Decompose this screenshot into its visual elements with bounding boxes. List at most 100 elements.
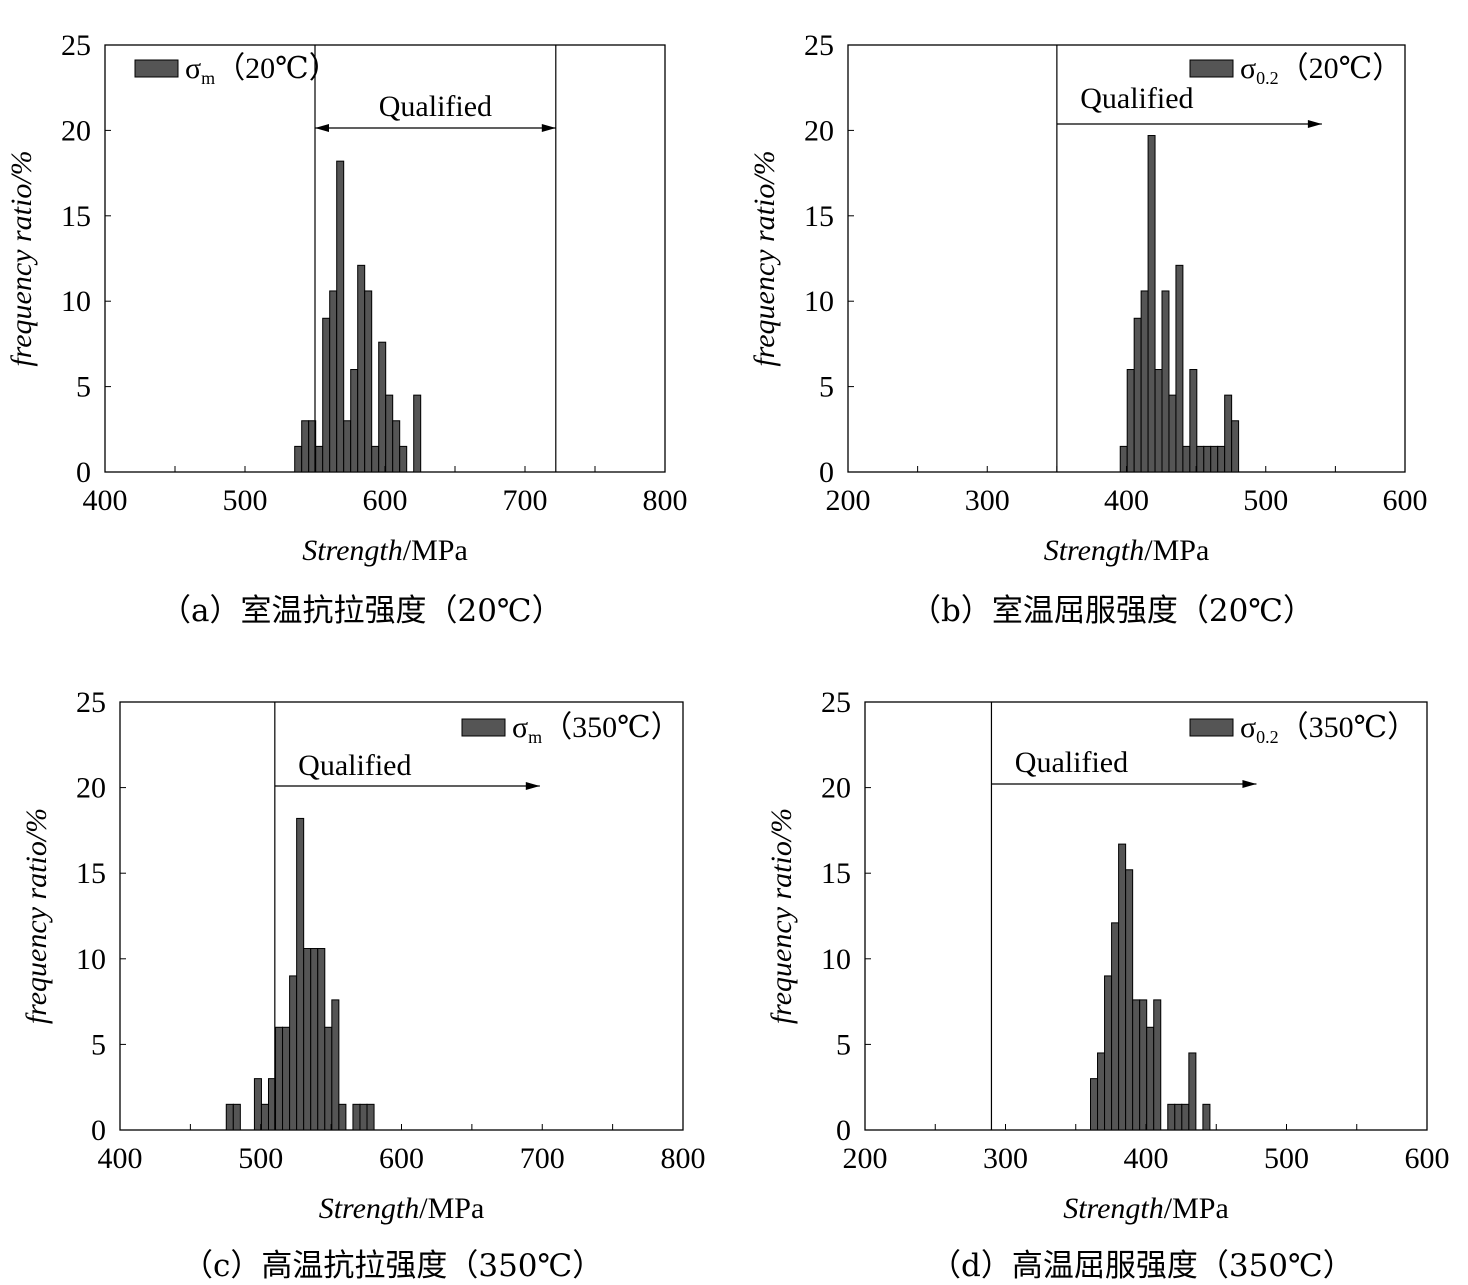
legend-condition: （20℃） (1279, 52, 1403, 85)
x-axis-label: Strength/MPa (1063, 1192, 1229, 1225)
histogram-bar (1154, 369, 1163, 473)
histogram-bar (1175, 264, 1184, 473)
arrow-head-right (1307, 120, 1322, 128)
qualified-label: Qualified (379, 90, 492, 123)
x-axis-label-name: Strength (1044, 534, 1145, 567)
histogram-bar (1147, 135, 1156, 473)
y-tick-label: 15 (76, 857, 106, 890)
y-tick-label: 5 (836, 1028, 851, 1061)
x-tick-label: 500 (1264, 1142, 1309, 1175)
histogram-bar (275, 1026, 284, 1131)
y-axis-label: frequency ratio/% (5, 150, 38, 366)
y-tick-label: 10 (61, 285, 91, 318)
histogram-bar (1097, 1052, 1106, 1131)
caption-d: （d）高温屈服强度（350℃） (930, 1248, 1354, 1284)
legend-symbol: σ (1240, 52, 1256, 85)
histogram-bar (315, 445, 324, 473)
legend-subscript: m (528, 727, 542, 747)
x-tick-label: 500 (238, 1142, 283, 1175)
histogram-bar (317, 948, 326, 1131)
y-tick-label: 5 (819, 371, 834, 404)
y-tick-label: 0 (91, 1114, 106, 1147)
histogram-bar (343, 420, 352, 473)
histogram-bar (294, 445, 303, 473)
chart-d: 200 300 400 500 600 0 5 10 15 20 25 frequency ratio… (765, 686, 1450, 1225)
y-tick-label: 10 (804, 285, 834, 318)
histogram-bar (289, 975, 298, 1131)
histogram-bar (253, 1078, 262, 1131)
y-tick-label: 25 (61, 29, 91, 62)
legend-symbol: σ (512, 711, 528, 744)
caption-c: （c）高温抗拉强度（350℃） (182, 1248, 604, 1284)
legend-condition: （350℃） (542, 711, 681, 744)
y-axis-label: frequency ratio/% (20, 808, 53, 1024)
histogram-bar (399, 445, 408, 473)
histogram-bar (1126, 369, 1135, 473)
histogram-bar (1210, 445, 1219, 473)
x-axis-label-unit: /MPa (419, 1192, 484, 1225)
x-axis-label-unit: /MPa (403, 534, 468, 567)
y-tick-label: 25 (821, 686, 851, 719)
legend-label: σm（20℃） (185, 52, 339, 88)
histogram-bar (1133, 317, 1142, 473)
y-tick-label: 20 (61, 114, 91, 147)
legend-swatch (1189, 59, 1234, 78)
legend-condition: （20℃） (215, 52, 339, 85)
histogram-bar (1104, 975, 1113, 1131)
x-tick-label: 800 (661, 1142, 706, 1175)
caption-b: （b）室温屈服强度（20℃） (910, 593, 1314, 629)
x-tick-label: 700 (520, 1142, 565, 1175)
y-axis-label: frequency ratio/% (748, 150, 781, 366)
histogram-bar (1189, 369, 1198, 473)
histogram-bar (1161, 290, 1170, 473)
x-tick-label: 400 (83, 484, 128, 517)
legend-label: σ0.2（20℃） (1240, 52, 1402, 88)
arrow-head-right (541, 124, 556, 132)
qualified-label: Qualified (1015, 746, 1128, 779)
y-tick-label: 15 (804, 200, 834, 233)
histogram-bar (413, 394, 422, 473)
histogram-bar (1224, 394, 1233, 473)
histogram-bar (357, 264, 366, 473)
histogram-bar (385, 394, 394, 473)
x-tick-label: 600 (1383, 484, 1428, 517)
histogram-bar (1090, 1078, 1099, 1131)
y-tick-label: 10 (821, 943, 851, 976)
legend-subscript: 0.2 (1256, 727, 1279, 747)
histogram-bar (1118, 843, 1127, 1131)
histogram-bar (324, 1026, 333, 1131)
histogram-bar (310, 948, 319, 1131)
histogram-bar (371, 445, 380, 473)
legend-subscript: 0.2 (1256, 68, 1279, 88)
histogram-bar (1231, 420, 1240, 473)
histogram-bar (322, 317, 331, 473)
histogram-bar (1146, 1026, 1155, 1131)
qualified-label: Qualified (1080, 82, 1193, 115)
legend-symbol: σ (1240, 711, 1256, 744)
y-tick-label: 5 (76, 371, 91, 404)
y-axis-label: frequency ratio/% (765, 808, 798, 1024)
histogram-bar (1196, 445, 1205, 473)
histogram-bar (1132, 999, 1141, 1131)
histogram-bar (301, 420, 310, 473)
y-tick-label: 15 (61, 200, 91, 233)
histogram-bar (282, 1026, 291, 1131)
x-tick-label: 300 (983, 1142, 1028, 1175)
histogram-bar (296, 817, 305, 1131)
legend-condition: （350℃） (1279, 711, 1418, 744)
x-axis-label-name: Strength (1063, 1192, 1164, 1225)
y-tick-label: 0 (76, 456, 91, 489)
legend-swatch (134, 59, 179, 78)
arrow-head-left (315, 124, 329, 132)
histogram-bar (1174, 1103, 1183, 1131)
y-tick-label: 10 (76, 943, 106, 976)
chart-b: 200 300 400 500 600 0 5 10 15 20 25 frequency ratio… (748, 29, 1428, 567)
x-tick-label: 400 (1124, 1142, 1169, 1175)
histogram-bar (366, 1103, 375, 1131)
histogram-bar (260, 1103, 269, 1131)
histogram-bar (392, 420, 401, 473)
y-tick-label: 20 (76, 772, 106, 805)
x-axis-label: Strength/MPa (302, 534, 468, 567)
histogram-bar (1140, 290, 1149, 473)
x-tick-label: 300 (965, 484, 1010, 517)
